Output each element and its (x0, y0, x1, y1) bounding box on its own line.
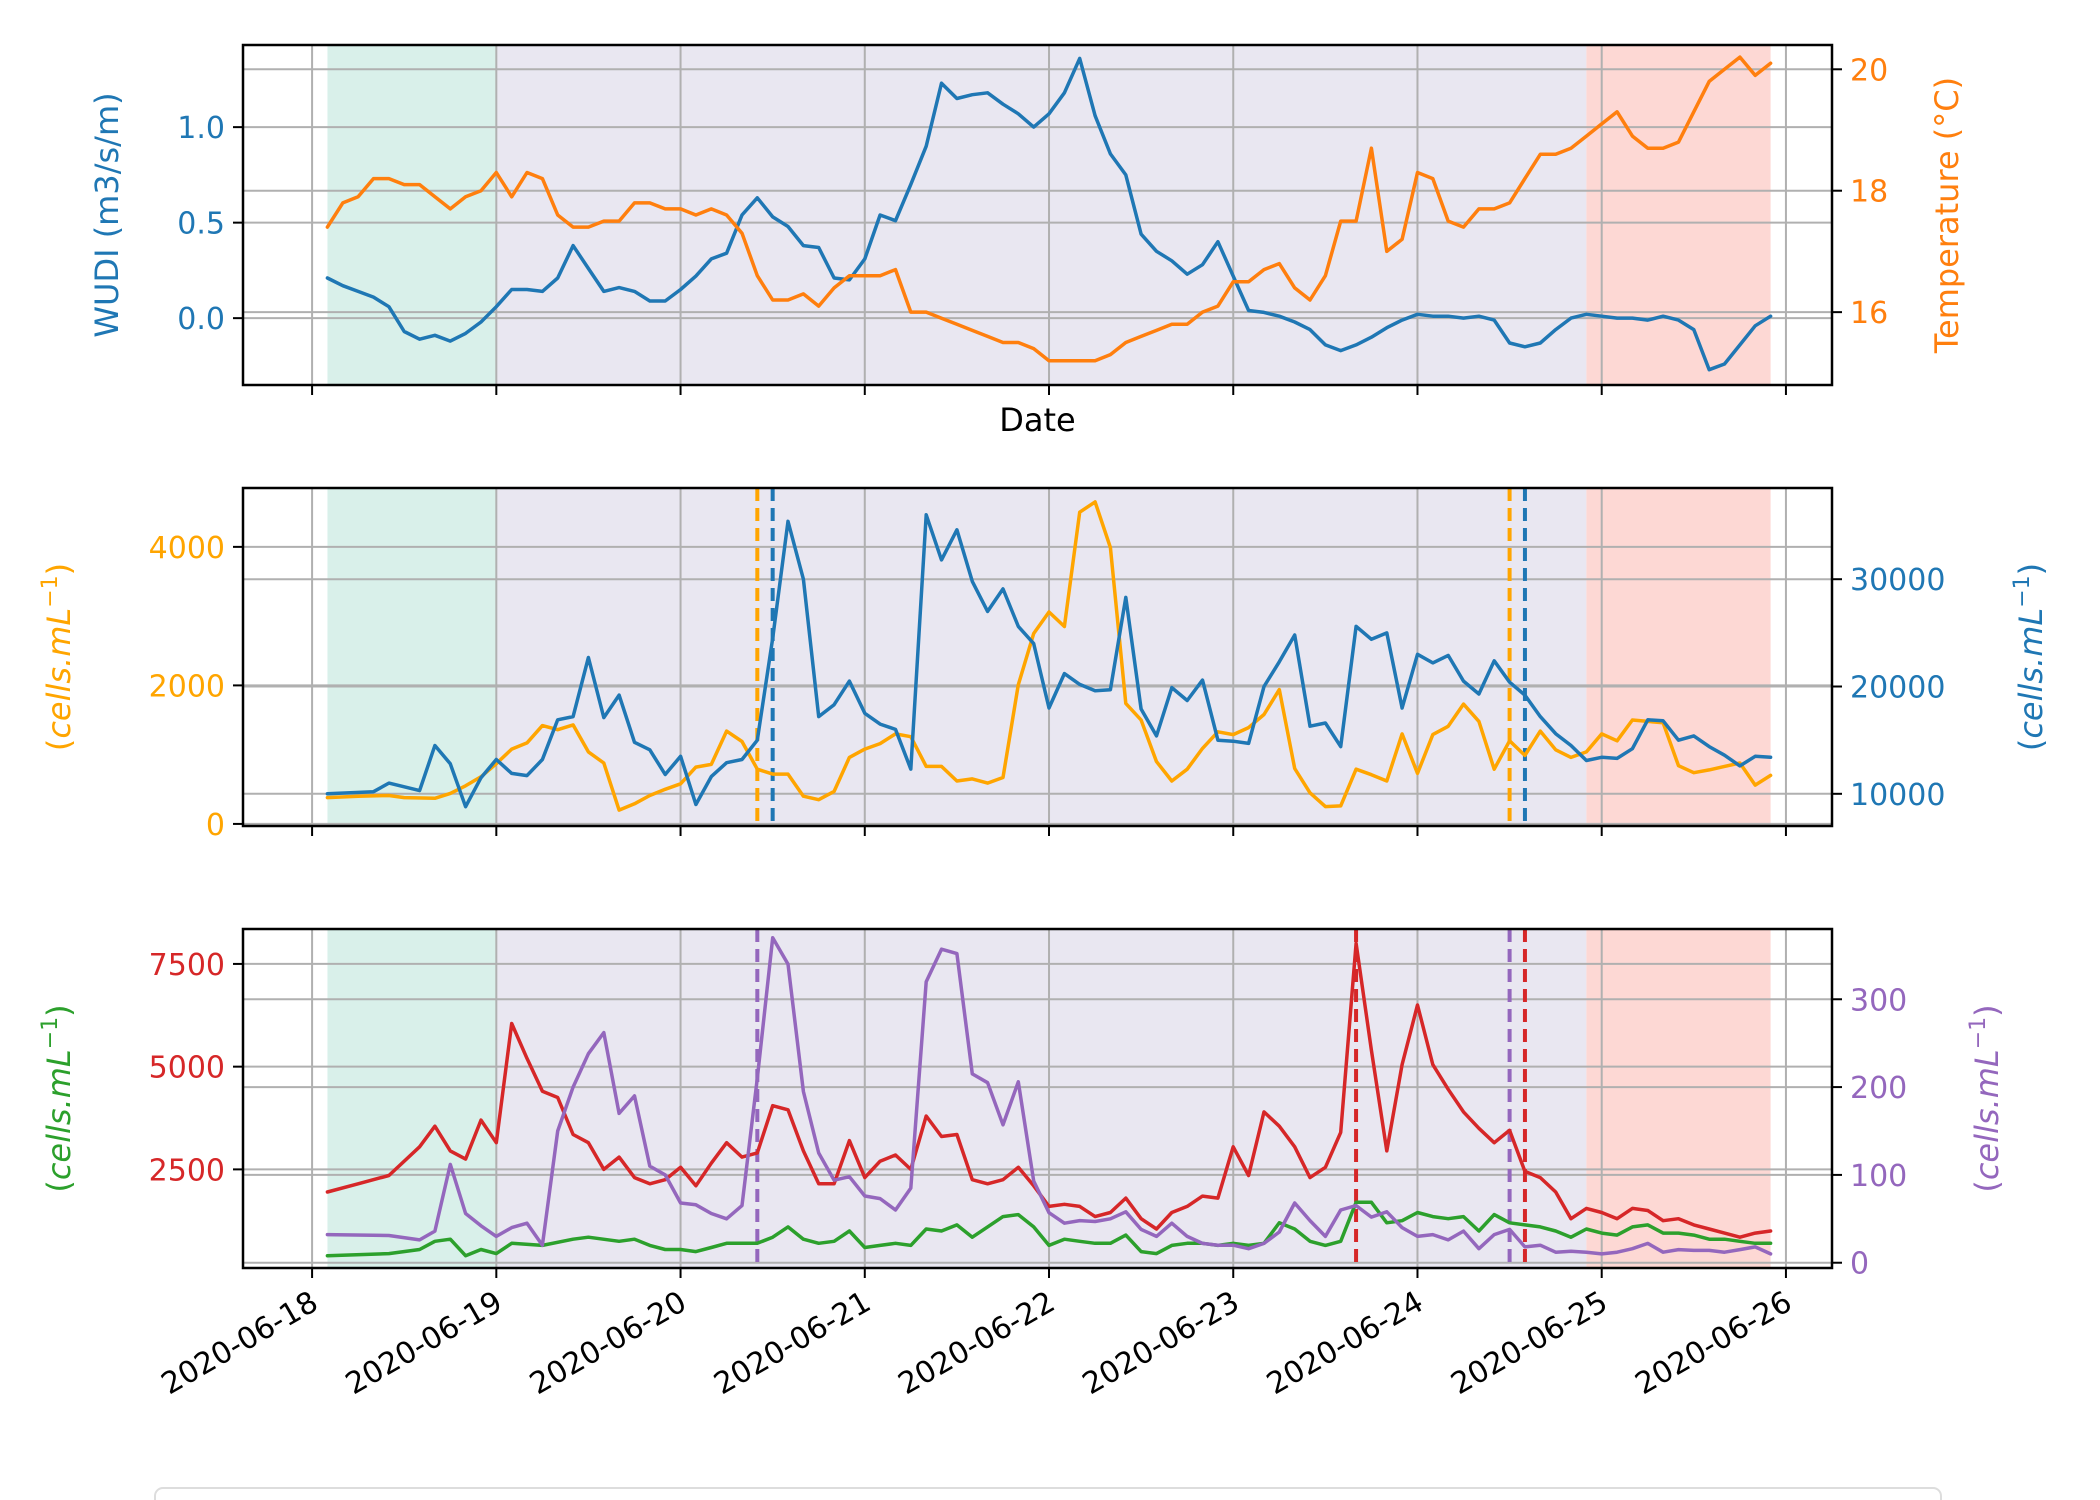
series-line-1 (325, 56, 1773, 372)
right-tick-label: 20 (1850, 53, 1888, 88)
series-line-2 (325, 513, 1773, 809)
right-tick-label: 16 (1850, 296, 1888, 331)
right-tick-label: 100 (1850, 1159, 1907, 1194)
right-tick-label: 0 (1850, 1247, 1869, 1282)
shaded-region-2 (496, 488, 1587, 826)
right-axis-label-exponent: −1 (2010, 575, 2035, 607)
series-line-2 (325, 55, 1773, 363)
subplot-2: 020004000100002000030000(cells.mL−1)(cel… (38, 486, 2050, 843)
right-tick-label: 20000 (1850, 671, 1945, 706)
subplot-1: 0.0 0.5 1.0 16 18 20 WUDI (m3/s/m) Temperature … (88, 43, 1966, 439)
right-axis-label-unit: cells.mL (1968, 1049, 2006, 1180)
axes-frame (241, 927, 1834, 1270)
left-axis-label-close: ) (40, 563, 78, 575)
series-line-3 (325, 936, 1773, 1256)
subplots: 0.0 0.5 1.0 16 18 20 WUDI (m3/s/m) Temperature … (38, 43, 2050, 1402)
series-line-1 (325, 941, 1773, 1239)
right-axis-label: (cells.mL−1) (1966, 1004, 2006, 1192)
right-axis-label: Temperature (°C) (1928, 77, 1966, 354)
right-tick-label: 18 (1850, 175, 1888, 210)
left-tick-label: 0 (206, 808, 225, 843)
series-line-1 (325, 500, 1773, 812)
left-axis-label: WUDI (m3/s/m) (88, 92, 126, 337)
plot-area (243, 929, 1832, 1268)
shaded-region-2 (496, 929, 1587, 1268)
left-axis-label: (cells.mL−1) (38, 1004, 78, 1192)
left-tick-label: 0.5 (177, 207, 225, 242)
shaded-region-3 (1586, 45, 1771, 385)
x-axis-label: Date (999, 401, 1075, 439)
legend-box (154, 1487, 1942, 1500)
right-tick-label: 200 (1850, 1071, 1907, 1106)
left-tick-label: 1.0 (177, 111, 225, 146)
right-axis-label-open: ( (1968, 1180, 2006, 1192)
left-axis-label-unit: cells.mL (40, 1049, 78, 1180)
left-tick-label: 2500 (149, 1153, 225, 1188)
right-axis-label-close: ) (2012, 563, 2050, 575)
shaded-region-3 (1586, 929, 1771, 1268)
right-axis-label-unit: cells.mL (2012, 608, 2050, 739)
subplot-3: 2500500075000100200300(cells.mL−1)(cells… (38, 927, 2006, 1402)
left-tick-label: 7500 (149, 948, 225, 983)
left-axis-label-exponent: −1 (38, 1017, 63, 1049)
left-axis-label: (cells.mL−1) (38, 563, 78, 751)
series-line-2 (325, 1200, 1773, 1258)
axes-frame (241, 43, 1834, 387)
shaded-region-1 (327, 929, 497, 1268)
right-tick-label: 10000 (1850, 778, 1945, 813)
left-tick-label: 0.0 (177, 302, 225, 337)
plot-area (243, 488, 1832, 826)
left-tick-label: 2000 (149, 669, 225, 704)
right-axis-label-exponent: −1 (1966, 1017, 1991, 1049)
left-axis-label-open: ( (40, 739, 78, 751)
shaded-region-2 (496, 45, 1587, 385)
plot-area (243, 45, 1832, 385)
right-tick-label: 30000 (1850, 563, 1945, 598)
right-tick-label: 300 (1850, 983, 1907, 1018)
left-tick-label: 5000 (149, 1051, 225, 1086)
left-axis-label-unit: cells.mL (40, 608, 78, 739)
left-axis-label-open: ( (40, 1180, 78, 1192)
left-tick-label: 4000 (149, 531, 225, 566)
shaded-region-1 (327, 45, 497, 385)
left-axis-label-exponent: −1 (38, 575, 63, 607)
shaded-region-3 (1586, 488, 1771, 826)
left-axis-label-close: ) (40, 1004, 78, 1016)
shaded-region-1 (327, 488, 497, 826)
right-axis-label-close: ) (1968, 1004, 2006, 1016)
right-axis-label-open: ( (2012, 739, 2050, 751)
right-axis-label: (cells.mL−1) (2010, 563, 2050, 751)
axes-frame (241, 486, 1834, 828)
